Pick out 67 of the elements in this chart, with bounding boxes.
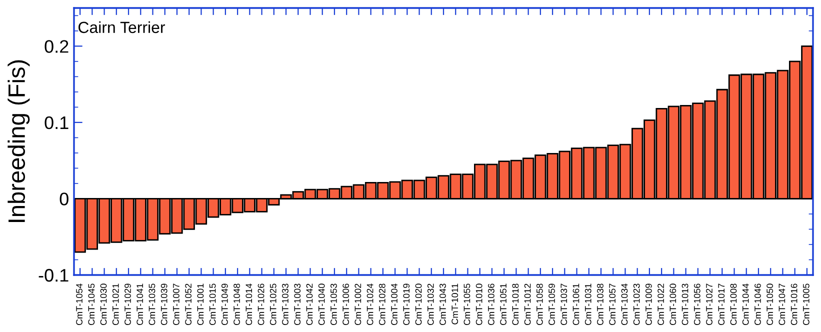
x-tick-label: CmT-1033 (282, 284, 288, 326)
x-tick-label: CmT-1060 (670, 284, 676, 326)
x-tick-label: CmT-1014 (246, 284, 252, 326)
x-tick-label: CmT-1030 (100, 284, 107, 326)
x-tick-label: CmT-1058 (536, 284, 543, 326)
x-tick-label: CmT-1050 (766, 284, 774, 326)
x-tick-label: CmT-1023 (633, 284, 640, 326)
x-tick-label: CmT-1003 (294, 284, 301, 326)
x-tick-label: CmT-1040 (318, 284, 325, 326)
x-tick-label: CmT-1038 (597, 284, 604, 326)
x-tick-label: CmT-1046 (754, 284, 761, 326)
x-tick-label: CmT-1015 (209, 284, 216, 326)
x-tick-label: CmT-1019 (403, 284, 410, 326)
x-tick-label: CmT-1010 (476, 284, 482, 326)
x-tick-label: CmT-1011 (452, 284, 458, 324)
x-tick-label: CmT-1057 (609, 284, 616, 326)
x-tick-label: CmT-1008 (730, 284, 737, 326)
x-tick-label: CmT-1051 (500, 284, 506, 326)
x-tick-label: CmT-1027 (706, 284, 712, 326)
x-tick-label: CmT-1039 (160, 284, 168, 326)
x-tick-label: CmT-1036 (488, 284, 494, 326)
x-tick-label: CmT-1056 (694, 284, 700, 326)
x-tick-label: CmT-1034 (621, 284, 628, 326)
x-tick-label: CmT-1007 (173, 284, 180, 326)
x-tick-label: CmT-1021 (112, 284, 119, 326)
x-tick-label: CmT-1045 (88, 284, 95, 326)
x-tick-label: CmT-1052 (185, 284, 192, 326)
x-tick-label: CmT-1025 (270, 284, 276, 326)
text: Cairn Terrier (78, 21, 166, 34)
y-axis-title: Inbreeding (Fis) (8, 60, 30, 222)
x-tick-label: CmT-1054 (76, 284, 82, 326)
x-tick-label: CmT-1031 (584, 284, 592, 326)
x-tick-label: CmT-1032 (427, 284, 434, 326)
x-tick-label: CmT-1061 (572, 284, 580, 326)
x-tick-label: CmT-1037 (560, 284, 568, 326)
y-tick-label: 0.2 (44, 40, 68, 53)
x-tick-label: CmT-1024 (366, 284, 374, 326)
x-tick-label: CmT-1044 (742, 284, 749, 326)
x-tick-label: CmT-1035 (148, 284, 156, 326)
x-tick-label: CmT-1009 (645, 284, 652, 326)
x-tick-label: CmT-1055 (464, 284, 470, 326)
x-tick-label: CmT-1018 (512, 284, 519, 326)
x-tick-label: CmT-1059 (548, 284, 555, 326)
x-tick-label: CmT-1006 (342, 284, 350, 326)
x-tick-label: CmT-1041 (136, 284, 144, 326)
y-tick-label: 0.1 (44, 116, 68, 130)
x-tick-label: CmT-1047 (778, 284, 786, 326)
y-tick-label: 0 (60, 192, 68, 206)
x-tick-label: CmT-1013 (682, 284, 688, 326)
x-tick-label: CmT-1017 (718, 284, 725, 326)
x-tick-label: CmT-1042 (306, 284, 313, 326)
x-tick-label: CmT-1016 (790, 284, 798, 326)
x-tick-label: CmT-1043 (440, 284, 446, 326)
x-tick-label: CmT-1029 (124, 284, 131, 326)
x-tick-label: CmT-1048 (234, 284, 240, 326)
x-tick-label: CmT-1012 (524, 284, 531, 326)
x-tick-label: CmT-1053 (330, 284, 337, 326)
x-tick-label: CmT-1005 (802, 284, 810, 326)
x-tick-label: CmT-1020 (415, 284, 422, 326)
x-tick-label: CmT-1028 (378, 284, 386, 326)
x-tick-label: CmT-1049 (221, 284, 228, 326)
x-tick-label: CmT-1002 (354, 284, 362, 326)
x-tick-label: CmT-1026 (258, 284, 264, 326)
y-tick-label: -0.1 (38, 268, 68, 282)
x-tick-label: CmT-1022 (658, 284, 664, 326)
x-tick-label: CmT-1001 (197, 284, 204, 326)
x-tick-label: CmT-1004 (391, 284, 398, 326)
